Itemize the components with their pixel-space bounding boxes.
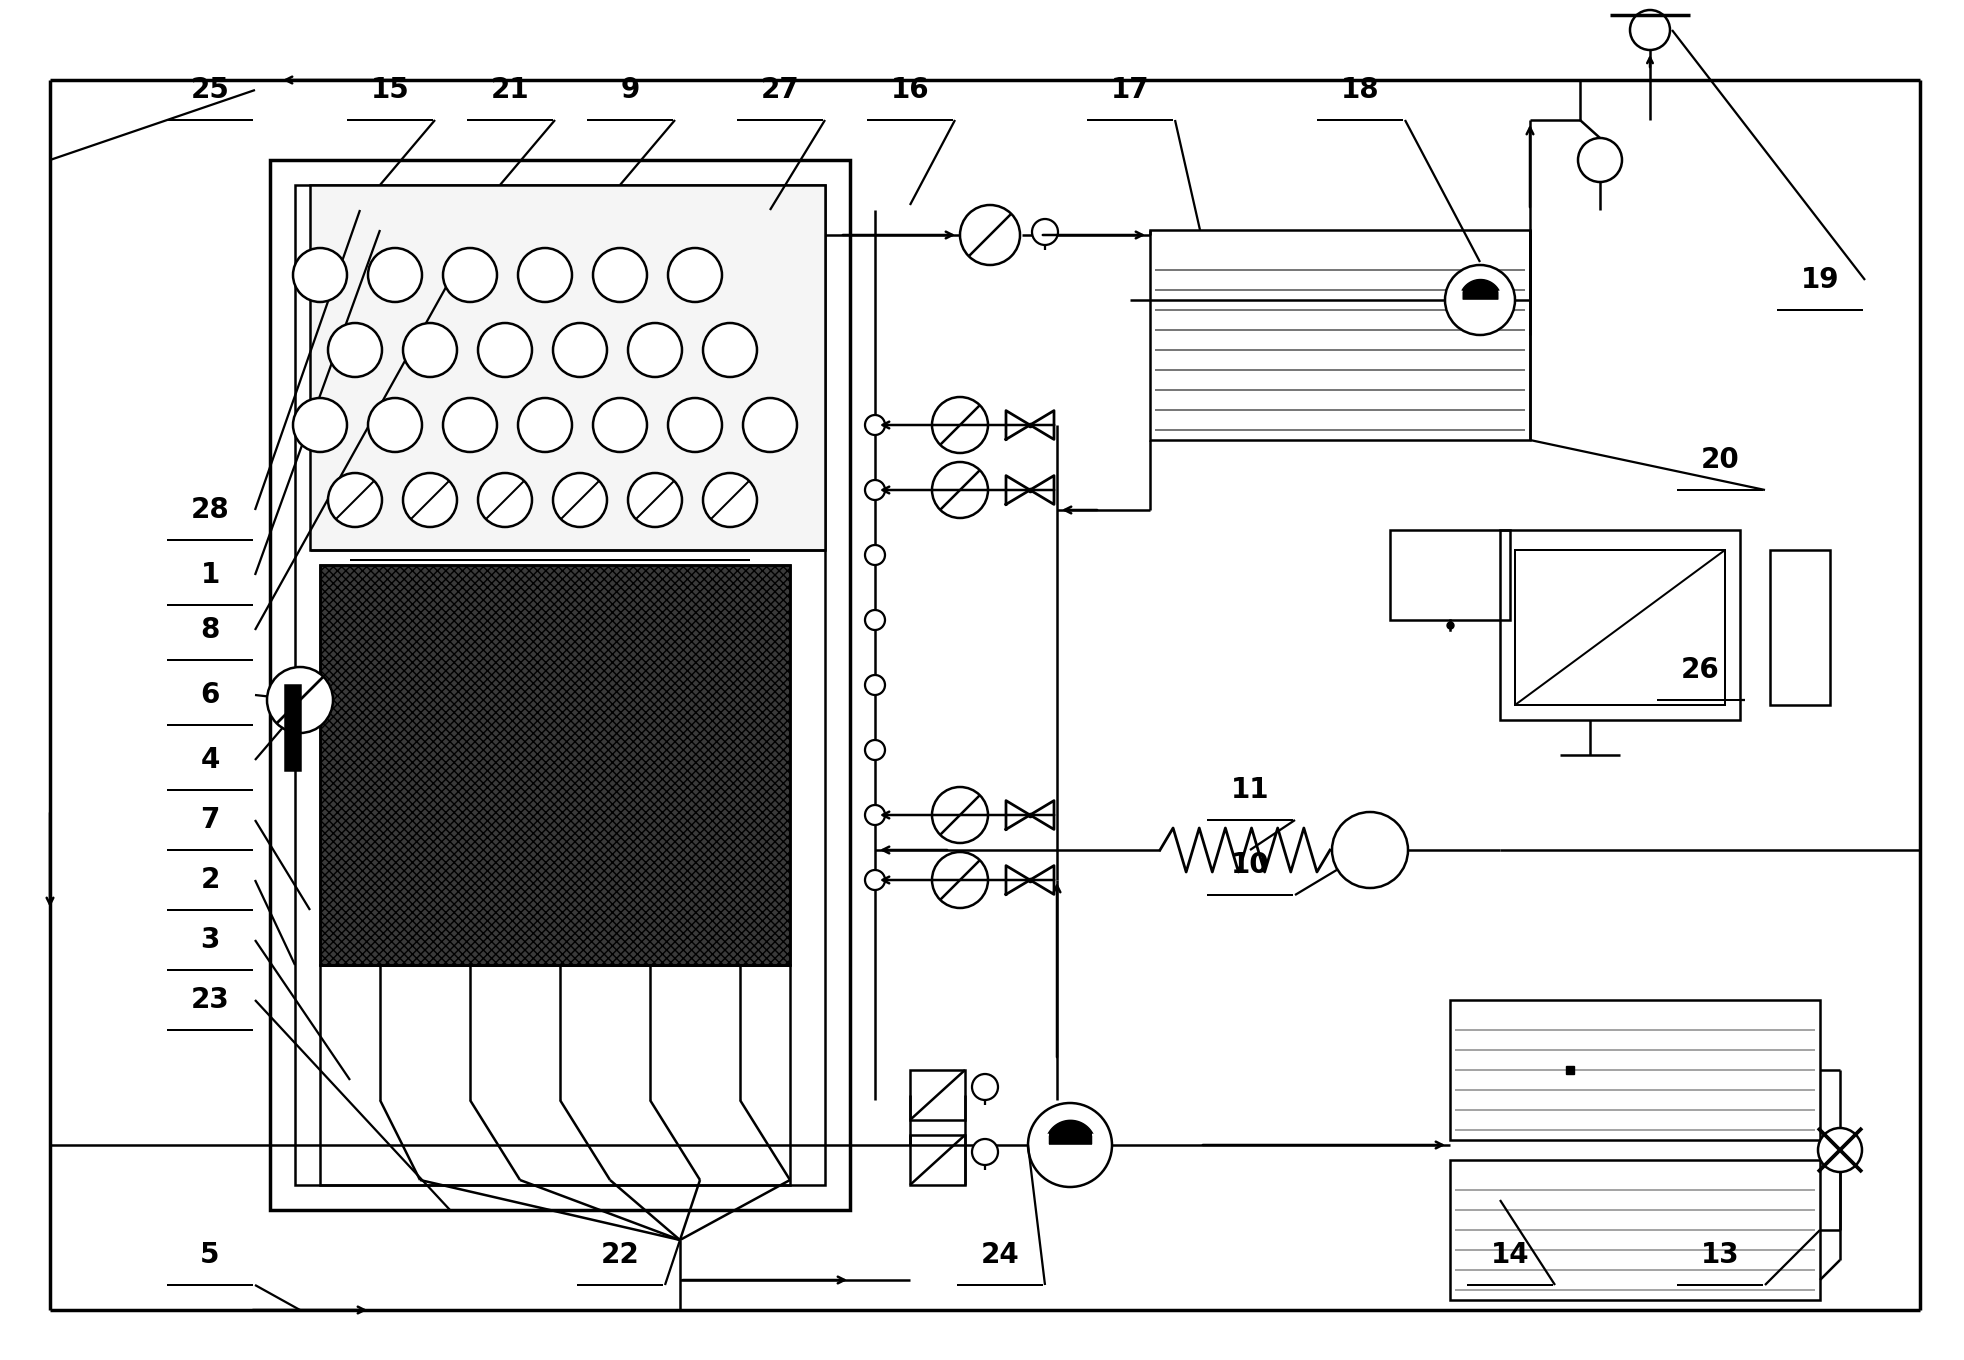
Text: 13: 13 xyxy=(1701,1240,1740,1269)
Bar xyxy=(909,1136,964,1185)
Circle shape xyxy=(933,787,988,843)
Circle shape xyxy=(518,248,572,302)
Circle shape xyxy=(668,398,723,452)
Circle shape xyxy=(972,1074,998,1100)
Text: 17: 17 xyxy=(1112,76,1149,103)
Text: 27: 27 xyxy=(760,76,799,103)
Text: 23: 23 xyxy=(191,986,230,1015)
Circle shape xyxy=(703,473,756,526)
Text: 10: 10 xyxy=(1231,851,1269,879)
Text: 24: 24 xyxy=(980,1240,1019,1269)
Circle shape xyxy=(864,415,886,435)
Bar xyxy=(1449,1160,1821,1300)
Text: 22: 22 xyxy=(601,1240,640,1269)
Text: 19: 19 xyxy=(1801,267,1838,294)
Text: 7: 7 xyxy=(200,806,220,834)
Circle shape xyxy=(864,740,886,760)
Bar xyxy=(320,966,790,1185)
Bar xyxy=(1449,1000,1821,1140)
Circle shape xyxy=(864,870,886,889)
Circle shape xyxy=(1819,1127,1862,1172)
Text: 1: 1 xyxy=(200,560,220,589)
Text: 20: 20 xyxy=(1701,446,1740,475)
Bar xyxy=(269,160,850,1210)
Circle shape xyxy=(477,324,532,377)
Bar xyxy=(1151,230,1530,441)
Bar xyxy=(1514,549,1724,704)
Circle shape xyxy=(972,1140,998,1166)
Circle shape xyxy=(293,248,348,302)
Text: 26: 26 xyxy=(1681,656,1718,684)
Circle shape xyxy=(1446,265,1514,335)
Text: 11: 11 xyxy=(1231,777,1269,804)
Circle shape xyxy=(864,545,886,564)
Text: 16: 16 xyxy=(892,76,929,103)
Circle shape xyxy=(960,205,1019,265)
Text: 28: 28 xyxy=(191,496,230,524)
Circle shape xyxy=(864,805,886,826)
Circle shape xyxy=(1332,812,1408,888)
Circle shape xyxy=(328,324,383,377)
Circle shape xyxy=(742,398,797,452)
Circle shape xyxy=(593,398,646,452)
Text: 5: 5 xyxy=(200,1240,220,1269)
Bar xyxy=(310,185,825,549)
Text: 18: 18 xyxy=(1341,76,1379,103)
Circle shape xyxy=(933,851,988,908)
Text: 4: 4 xyxy=(200,747,220,774)
Circle shape xyxy=(518,398,572,452)
Circle shape xyxy=(293,398,348,452)
Circle shape xyxy=(864,675,886,695)
Bar xyxy=(295,185,825,1185)
Bar xyxy=(285,685,300,770)
Circle shape xyxy=(933,462,988,518)
Circle shape xyxy=(628,473,682,526)
Circle shape xyxy=(1031,219,1059,245)
Circle shape xyxy=(1577,137,1622,182)
Circle shape xyxy=(1630,10,1669,50)
Text: 9: 9 xyxy=(621,76,640,103)
Text: 8: 8 xyxy=(200,616,220,645)
Bar xyxy=(909,1070,964,1121)
Circle shape xyxy=(668,248,723,302)
Bar xyxy=(1391,530,1510,620)
Bar xyxy=(1770,549,1830,704)
Circle shape xyxy=(593,248,646,302)
Text: 6: 6 xyxy=(200,681,220,709)
Circle shape xyxy=(864,611,886,630)
Circle shape xyxy=(864,480,886,500)
Text: 14: 14 xyxy=(1491,1240,1530,1269)
Circle shape xyxy=(933,397,988,453)
Circle shape xyxy=(1027,1103,1112,1187)
Text: 2: 2 xyxy=(200,866,220,894)
Bar xyxy=(1500,530,1740,719)
Circle shape xyxy=(403,324,458,377)
Circle shape xyxy=(554,324,607,377)
Circle shape xyxy=(328,473,383,526)
Circle shape xyxy=(267,666,334,733)
Circle shape xyxy=(554,473,607,526)
Text: 21: 21 xyxy=(491,76,530,103)
Text: 15: 15 xyxy=(371,76,409,103)
Circle shape xyxy=(367,398,422,452)
Bar xyxy=(320,564,790,966)
Text: 25: 25 xyxy=(191,76,230,103)
Circle shape xyxy=(444,398,497,452)
Circle shape xyxy=(367,248,422,302)
Circle shape xyxy=(628,324,682,377)
Circle shape xyxy=(444,248,497,302)
Text: 3: 3 xyxy=(200,926,220,953)
Circle shape xyxy=(403,473,458,526)
Circle shape xyxy=(703,324,756,377)
Bar xyxy=(320,564,790,966)
Circle shape xyxy=(477,473,532,526)
